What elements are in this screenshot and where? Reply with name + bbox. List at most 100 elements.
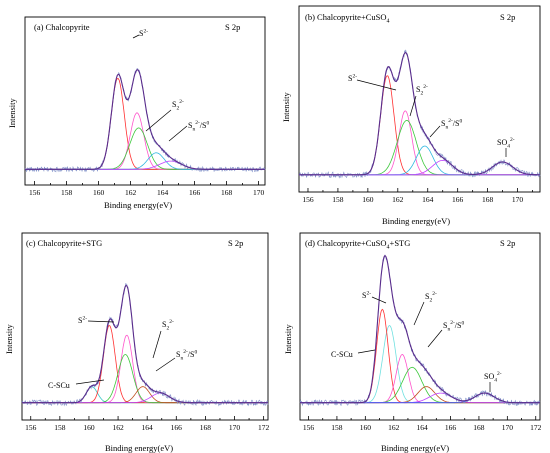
panel-d-corner-label: S 2p bbox=[500, 238, 515, 248]
x-tick-label: 156 bbox=[29, 188, 41, 197]
x-tick-label: 160 bbox=[362, 195, 374, 204]
panel-c: 156 158 160 162 164 166 168 170 172 (c) Chalcopy… bbox=[4, 232, 270, 453]
x-tick-label: 158 bbox=[331, 423, 343, 432]
x-tick-label: 164 bbox=[422, 195, 434, 204]
x-tick-label: 170 bbox=[253, 188, 265, 197]
annot-c-s22-pointer bbox=[152, 330, 162, 359]
annot-c-cscu-pointer bbox=[75, 379, 105, 385]
annot-b-s22-pointer bbox=[409, 95, 417, 117]
annot-c-s2-pointer bbox=[87, 320, 115, 323]
x-tick-label: 162 bbox=[392, 195, 404, 204]
panel-c-frame bbox=[21, 232, 269, 421]
x-tick-label: 156 bbox=[302, 195, 314, 204]
x-tick-label: 166 bbox=[452, 195, 464, 204]
x-tick-label: 158 bbox=[54, 423, 66, 432]
fit-envelope bbox=[22, 284, 268, 404]
panel-d-xlabel: Binding energy(eV) bbox=[381, 443, 449, 453]
x-tick-label: 168 bbox=[200, 423, 212, 432]
annot-c-cscu: C-SCu bbox=[48, 381, 70, 390]
annot-a-sn: Sn2-/S0 bbox=[188, 120, 209, 133]
panel-a-title: (a) Chalcopyrite bbox=[34, 22, 90, 32]
x-tick-label: 162 bbox=[388, 423, 400, 432]
panel-c-xlabel: Binding energy(eV) bbox=[105, 443, 173, 453]
annot-c-s22: S22- bbox=[162, 319, 174, 332]
annot-b-s22: S22- bbox=[416, 84, 428, 97]
panel-c-corner-label: S 2p bbox=[228, 238, 243, 248]
annot-a-s22: S22- bbox=[172, 99, 184, 112]
x-tick-label: 158 bbox=[332, 195, 344, 204]
panel-c-fit-curves bbox=[21, 283, 269, 407]
annot-d-s22-pointer bbox=[413, 301, 425, 326]
x-tick-label: 166 bbox=[445, 423, 457, 432]
x-tick-label: 164 bbox=[157, 188, 169, 197]
panel-c-annotations: S2- S22- Sn2-/S0 C-SCu bbox=[48, 316, 197, 391]
panel-a-xlabel: Binding energy(eV) bbox=[104, 200, 172, 210]
panel-b-fit-curves bbox=[298, 49, 541, 179]
annot-d-sn: Sn2-/S0 bbox=[443, 320, 464, 333]
annot-c-sn: Sn2-/S0 bbox=[176, 349, 197, 362]
annot-c-sn-pointer bbox=[155, 357, 176, 372]
panel-a-corner-label: S 2p bbox=[225, 22, 240, 32]
panel-d: 156 158 160 162 164 166 168 170 172 (d) Chalcopy… bbox=[283, 232, 542, 453]
x-tick-label: 170 bbox=[512, 195, 524, 204]
x-tick-label: 168 bbox=[221, 188, 233, 197]
annot-a-s22-pointer bbox=[145, 109, 172, 132]
panel-c-x-axis: 156 158 160 162 164 166 168 170 172 bbox=[25, 416, 270, 432]
panel-a-x-axis: 156 158 160 162 164 166 168 170 bbox=[29, 181, 265, 197]
panel-c-ylabel: Intensity bbox=[4, 324, 14, 354]
panel-a-ylabel: Intensity bbox=[7, 98, 17, 128]
x-tick-label: 172 bbox=[530, 423, 542, 432]
x-tick-label: 156 bbox=[25, 423, 37, 432]
panel-a-annotations: S2- S22- Sn2-/S0 bbox=[132, 29, 209, 142]
panel-b-annotations: S2- S22- Sn2-/S0 SO42- bbox=[348, 74, 515, 157]
x-tick-label: 156 bbox=[303, 423, 315, 432]
panel-d-fit-curves bbox=[299, 254, 541, 407]
panel-b-frame bbox=[298, 5, 541, 193]
x-tick-label: 164 bbox=[142, 423, 154, 432]
x-tick-label: 160 bbox=[360, 423, 372, 432]
annot-b-so4: SO42- bbox=[497, 137, 515, 150]
annot-b-sn: Sn2-/S0 bbox=[441, 118, 462, 131]
annot-a-sn-pointer bbox=[168, 125, 188, 142]
x-tick-label: 160 bbox=[83, 423, 95, 432]
panel-d-title: (d) Chalcopyrite+CuSO4+STG bbox=[305, 238, 410, 251]
x-tick-label: 166 bbox=[189, 188, 201, 197]
x-tick-label: 168 bbox=[482, 195, 494, 204]
x-tick-label: 168 bbox=[473, 423, 485, 432]
annot-d-s2: S2- bbox=[362, 291, 371, 301]
x-tick-label: 160 bbox=[93, 188, 105, 197]
annot-d-cscu: C-SCu bbox=[331, 350, 353, 359]
x-tick-label: 162 bbox=[125, 188, 137, 197]
annot-b-sn-pointer bbox=[429, 125, 441, 138]
panel-b-ylabel: Intensity bbox=[281, 92, 291, 122]
annot-b-s2-pointer bbox=[356, 79, 397, 91]
x-tick-label: 172 bbox=[258, 423, 270, 432]
fit-envelope bbox=[300, 254, 540, 404]
panel-b-x-axis: 156 158 160 162 164 166 168 170 bbox=[302, 188, 533, 204]
annot-a-s2-pointer bbox=[132, 34, 140, 39]
x-tick-label: 164 bbox=[417, 423, 429, 432]
panel-a-fit-curves bbox=[24, 68, 266, 173]
panel-d-ylabel: Intensity bbox=[283, 324, 293, 354]
fit-envelope bbox=[25, 69, 265, 170]
annot-a-s2: S2- bbox=[139, 29, 148, 39]
panel-b-xlabel: Binding energy(eV) bbox=[382, 216, 450, 226]
panel-b-corner-label: S 2p bbox=[500, 12, 515, 22]
raw-spectrum bbox=[299, 254, 541, 407]
annot-d-sn-pointer bbox=[427, 329, 443, 348]
panel-d-frame bbox=[299, 232, 541, 421]
x-tick-label: 170 bbox=[229, 423, 241, 432]
annot-d-so4: SO42- bbox=[484, 371, 502, 384]
panel-a: 156 158 160 162 164 166 168 170 (a) Chalcopyrit… bbox=[7, 16, 266, 210]
panel-b-title: (b) Chalcopyrite+CuSO4 bbox=[305, 12, 390, 25]
panel-d-annotations: S2- S22- Sn2-/S0 C-SCu SO42- bbox=[331, 291, 502, 392]
panel-c-title: (c) Chalcopyrite+STG bbox=[26, 238, 102, 248]
x-tick-label: 162 bbox=[112, 423, 124, 432]
x-tick-label: 170 bbox=[502, 423, 514, 432]
panel-b: 156 158 160 162 164 166 168 170 (b) Chalcopyrit… bbox=[281, 5, 541, 226]
panel-d-x-axis: 156 158 160 162 164 166 168 170 172 bbox=[303, 416, 542, 432]
annot-d-cscu-pointer bbox=[357, 349, 376, 354]
annot-b-s2: S2- bbox=[348, 74, 357, 84]
annot-d-s22: S22- bbox=[425, 291, 437, 304]
